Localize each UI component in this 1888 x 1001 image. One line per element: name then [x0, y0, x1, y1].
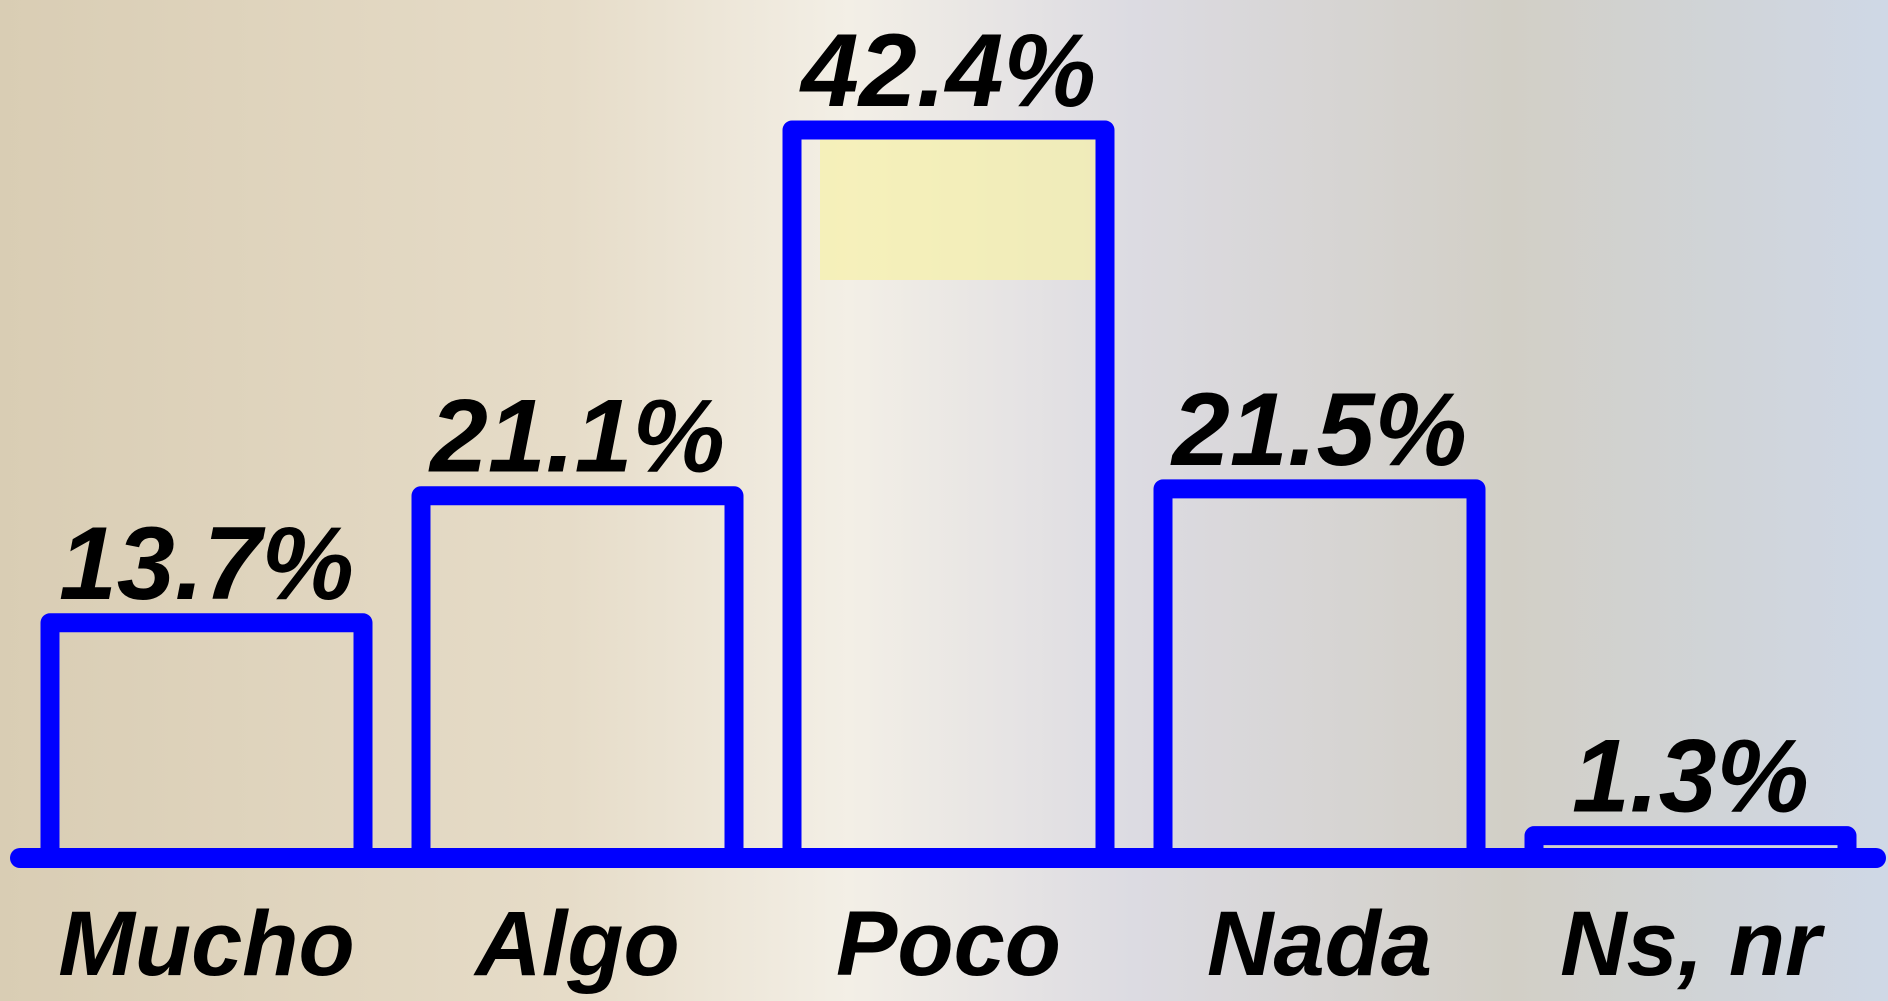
- value-label: 21.1%: [428, 379, 725, 495]
- x-tick-label: Nada: [1207, 893, 1432, 995]
- x-tick-label: Ns, nr: [1560, 893, 1825, 995]
- value-label: 13.7%: [59, 506, 354, 622]
- x-tick-label: Mucho: [58, 893, 354, 995]
- x-tick-label: Algo: [473, 893, 679, 995]
- value-label: 21.5%: [1170, 372, 1467, 488]
- value-label: 42.4%: [799, 13, 1096, 129]
- page: {"chart_data": {"type": "bar", "categori…: [0, 0, 1888, 1001]
- background-patch: [820, 130, 1100, 280]
- chart: 13.7% Mucho 21.1% Algo 42.4% Poco 21.5% Nada 1.3…: [0, 0, 1888, 1001]
- value-label: 1.3%: [1572, 719, 1809, 835]
- x-tick-label: Poco: [836, 893, 1061, 995]
